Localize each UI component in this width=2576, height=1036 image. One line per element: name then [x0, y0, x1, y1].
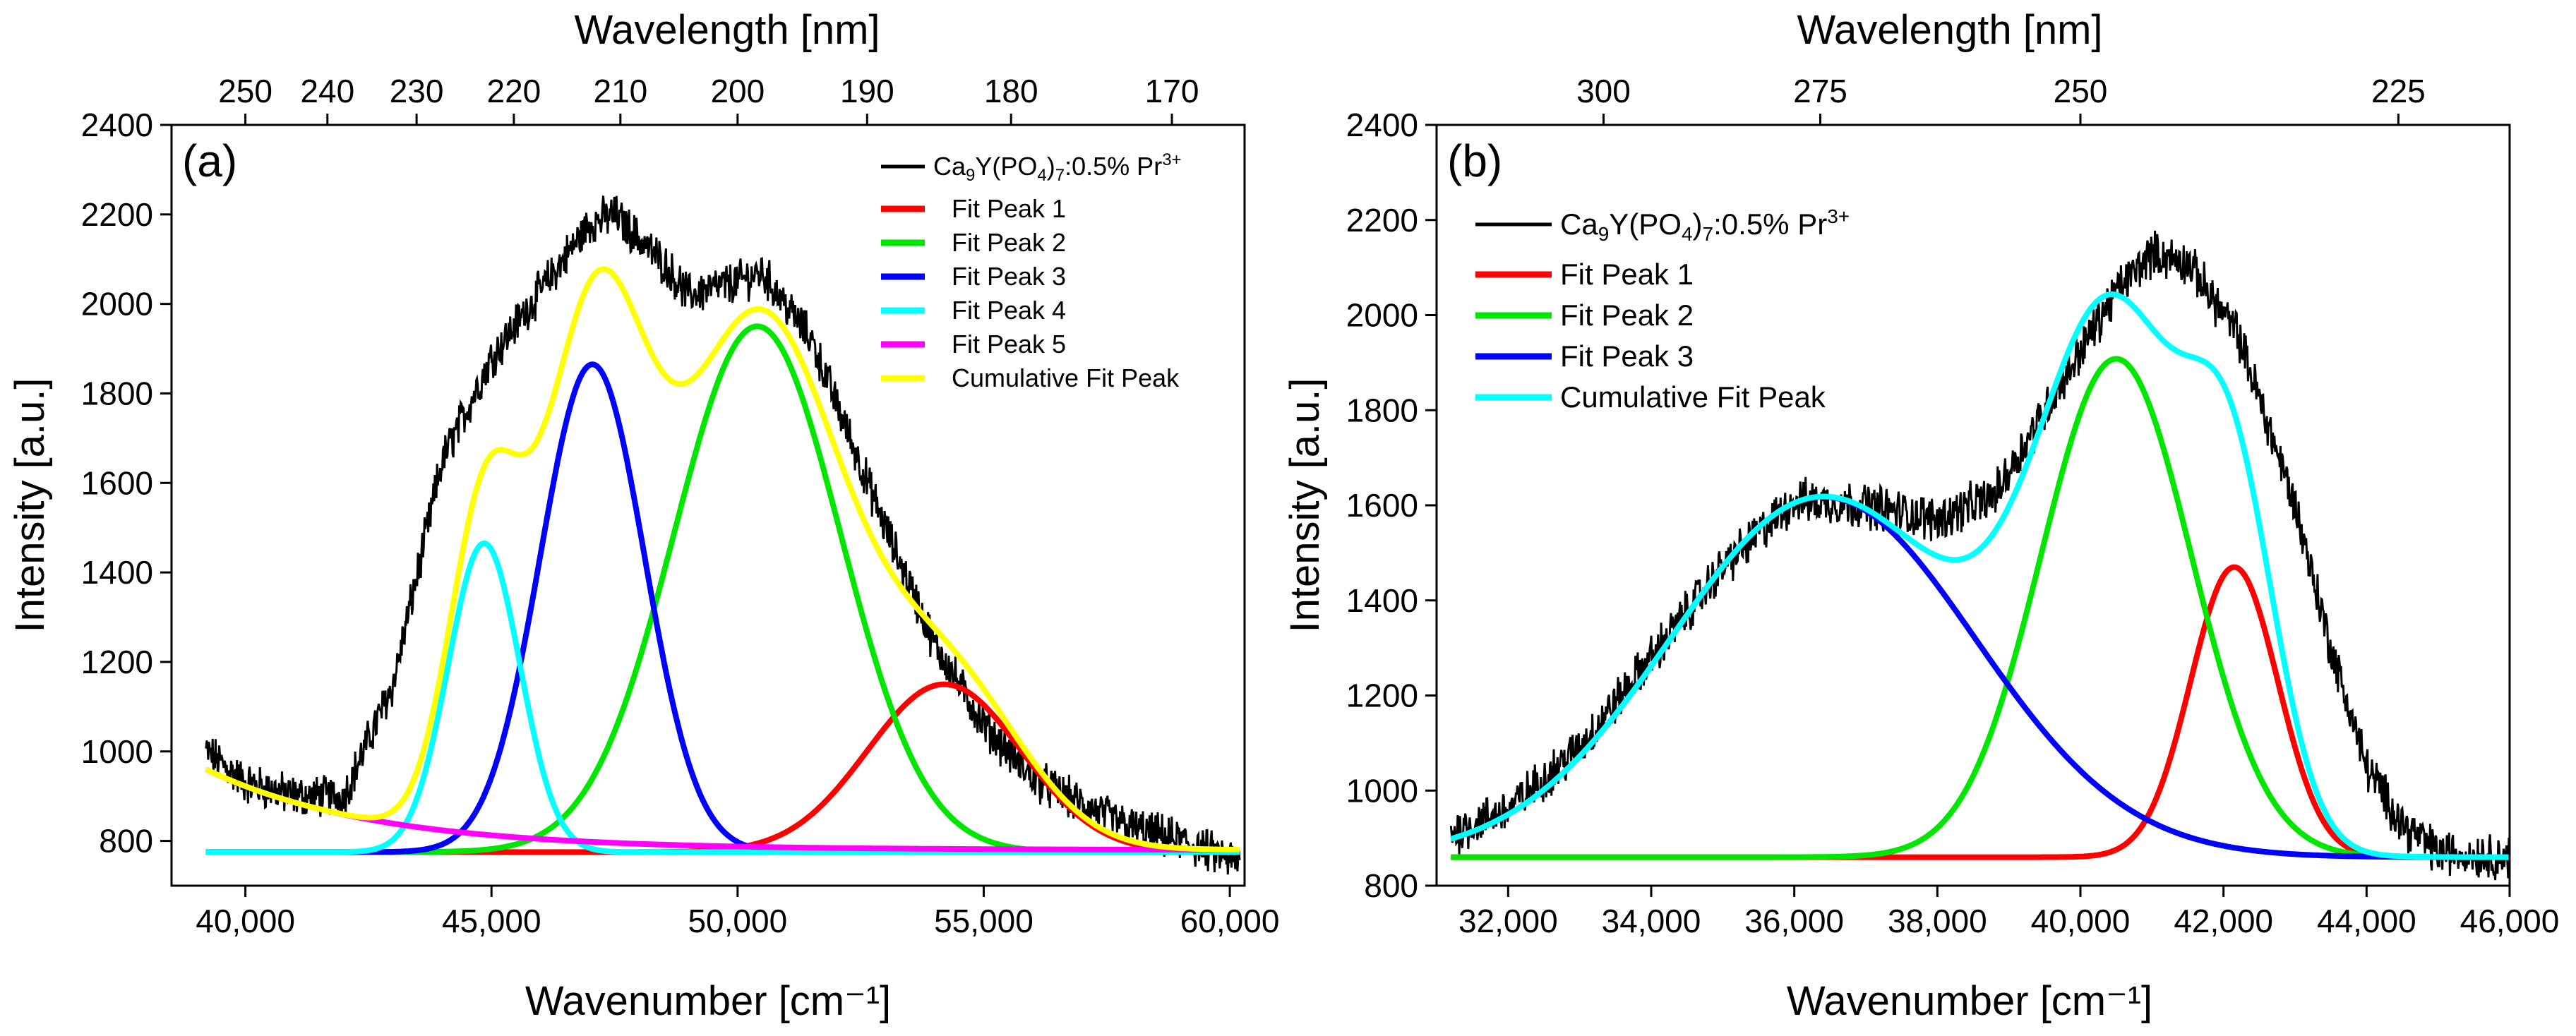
panel-b-y-tick-label: 1400 [1346, 582, 1418, 619]
panel-a-y-tick-label: 1800 [81, 375, 153, 411]
panel-a-y-tick-label: 1200 [81, 644, 153, 680]
panel-b-cumulative-fit-peak-curve [1449, 291, 2510, 860]
legend-a-peak2: Fit Peak 2 [952, 228, 1066, 257]
legend-a-peak4: Fit Peak 4 [952, 296, 1066, 325]
panel-a-y-tick-label: 1600 [81, 464, 153, 501]
panel-a-top-tick-label: 240 [300, 73, 354, 109]
panel-b-x-tick-label: 40,000 [2031, 903, 2131, 939]
panel-a-frame [170, 124, 1246, 887]
panel-b-legend: Ca9Y(PO4)7:0.5% Pr3+ Fit Peak 1 Fit Peak… [1475, 205, 1850, 414]
legend-a-peak1: Fit Peak 1 [952, 194, 1066, 223]
legend-b-peak3: Fit Peak 3 [1560, 339, 1694, 373]
panel-a-top-tick-label: 210 [593, 73, 647, 109]
panel-b-x-tick-label: 36,000 [1744, 903, 1844, 939]
panel-a-y-tick-label: 2200 [81, 196, 153, 233]
panel-b-top-tick-label: 225 [2371, 73, 2426, 109]
panel-a-top-tick-label: 190 [840, 73, 894, 109]
panel-a-x-tick-label: 40,000 [196, 903, 295, 939]
panel-b-plot-area [1449, 230, 2510, 881]
panel-b-y-tick-label: 2200 [1346, 202, 1418, 239]
legend-a-sample-label: Ca9Y(PO4)7:0.5% Pr3+ [933, 150, 1182, 185]
panel-b-y-tick-label: 1800 [1346, 392, 1418, 428]
panel-a-cumulative-fit-peak-curve [204, 266, 1241, 853]
legend-b-peak2: Fit Peak 2 [1560, 299, 1694, 332]
legend-a-peak3: Fit Peak 3 [952, 262, 1066, 291]
panel-a-measured-spectrum [205, 195, 1241, 875]
panel-b-x-tick-label: 46,000 [2460, 903, 2560, 939]
legend-b-peak1: Fit Peak 1 [1560, 258, 1694, 291]
panel-a-y-tick-label: 800 [99, 823, 153, 860]
panel-b-x-tick-label: 34,000 [1602, 903, 1701, 939]
panel-b-x-tick-label: 38,000 [1888, 903, 1987, 939]
panel-a-top-tick-label: 230 [390, 73, 444, 109]
panel-b-label: (b) [1447, 135, 1502, 186]
panel-a-label: (a) [182, 135, 237, 186]
panel-a-top-tick-label: 200 [710, 73, 765, 109]
panel-a-y-axis-title: Intensity [a.u.] [7, 378, 53, 632]
panel-a-x-tick-label: 55,000 [934, 903, 1034, 939]
panel-a-y-tick-label: 2000 [81, 286, 153, 323]
legend-a-peak5: Fit Peak 5 [952, 330, 1066, 359]
panel-b: Wavelength [nm] 32,000 34,000 36,000 38,000… [1282, 7, 2559, 1024]
panel-b-top-tick-label: 300 [1576, 73, 1631, 109]
panel-a-fit-peak-3-curve [204, 361, 1241, 855]
panel-b-fit-peak-2-curve [1449, 356, 2510, 860]
panel-b-y-tick-label: 2000 [1346, 297, 1418, 334]
legend-a-cumulative: Cumulative Fit Peak [952, 363, 1180, 392]
legend-b-sample-label: Ca9Y(PO4)7:0.5% Pr3+ [1560, 205, 1850, 245]
legend-b-cumulative: Cumulative Fit Peak [1560, 380, 1826, 414]
panel-a-top-tick-label: 250 [218, 73, 272, 109]
panel-a-top-axis-title: Wavelength [nm] [574, 7, 880, 53]
panel-a-top-tick-label: 180 [984, 73, 1038, 109]
panel-b-x-tick-label: 42,000 [2174, 903, 2273, 939]
panel-b-top-tick-label: 250 [2054, 73, 2108, 109]
panel-a-y-tick-label: 1400 [81, 554, 153, 591]
panel-a-x-tick-label: 50,000 [688, 903, 787, 939]
panel-a-x-axis-title: Wavenumber [cm⁻¹] [525, 978, 891, 1024]
panel-b-y-tick-label: 1600 [1346, 487, 1418, 524]
panel-b-x-tick-label: 44,000 [2317, 903, 2416, 939]
panel-a-curves [204, 195, 1241, 875]
panel-b-measured-spectrum [1449, 230, 2510, 881]
panel-a-fit-peak-5-curve [204, 766, 1241, 853]
panel-a-legend: Ca9Y(PO4)7:0.5% Pr3+ Fit Peak 1 Fit Peak… [881, 150, 1182, 392]
panel-a-ticks: 40,000 45,000 50,000 55,000 60,000 800 1000 120… [81, 73, 1280, 939]
panel-a-y-tick-label: 2400 [81, 107, 153, 143]
panel-b-y-tick-label: 1200 [1346, 677, 1418, 714]
panel-b-x-tick-label: 32,000 [1458, 903, 1558, 939]
panel-a-top-tick-label: 220 [487, 73, 541, 109]
panel-b-top-tick-label: 275 [1793, 73, 1847, 109]
panel-b-x-axis-title: Wavenumber [cm⁻¹] [1787, 978, 2152, 1024]
panel-b-y-tick-label: 1000 [1346, 772, 1418, 809]
panel-a-fit-peak-2-curve [204, 323, 1241, 855]
panel-a-plot-area [204, 195, 1241, 875]
panel-b-ticks: 32,000 34,000 36,000 38,000 40,000 42,000 44,0… [1346, 73, 2560, 939]
panel-b-y-tick-label: 2400 [1346, 107, 1418, 143]
panel-b-curves [1449, 230, 2510, 881]
panel-a-x-tick-label: 45,000 [442, 903, 541, 939]
panel-b-y-axis-title: Intensity [a.u.] [1282, 378, 1328, 632]
panel-a: Wavelength [nm] 40,000 45,000 50,000 55,000… [7, 7, 1279, 1024]
panel-a-y-tick-label: 1000 [81, 733, 153, 770]
panel-a-top-tick-label: 170 [1145, 73, 1199, 109]
panel-a-x-tick-label: 60,000 [1180, 903, 1280, 939]
panel-b-top-axis-title: Wavelength [nm] [1797, 7, 2102, 53]
panel-b-y-tick-label: 800 [1364, 867, 1418, 904]
